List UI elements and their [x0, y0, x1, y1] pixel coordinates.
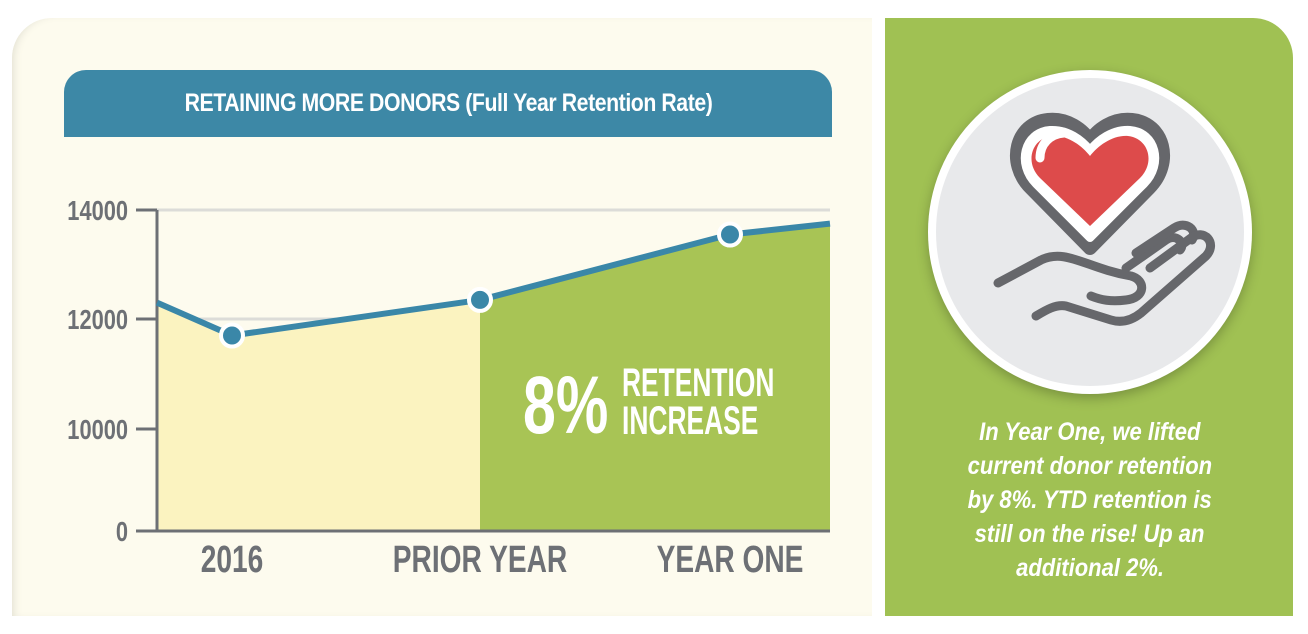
data-point: [467, 286, 493, 313]
area-fill-before: [157, 299, 480, 531]
caption-line: current donor retention: [967, 452, 1213, 480]
line-area-chart: 0 10000 12000 14000 2016 PRIOR YEAR YEAR ONE 8…: [67, 195, 831, 581]
heart-in-hand-icon: [993, 112, 1216, 326]
icon-badge: [928, 70, 1252, 394]
y-tick-label: 14000: [67, 195, 128, 226]
y-tick-label: 0: [116, 516, 128, 547]
annotation-percent: 8%: [523, 360, 608, 452]
caption-line: In Year One, we lifted: [979, 418, 1201, 446]
x-tick-label: 2016: [201, 539, 264, 581]
caption-line: additional 2%.: [1016, 554, 1164, 582]
y-tick-label: 10000: [67, 414, 128, 445]
annotation-line2: INCREASE: [622, 399, 758, 444]
annotation-line1: RETENTION: [622, 361, 774, 406]
annotation: 8% RETENTION INCREASE: [523, 360, 774, 452]
y-tick-label: 12000: [67, 304, 128, 335]
chart-title-banner: RETAINING MORE DONORS (Full Year Retenti…: [64, 70, 832, 137]
data-point: [717, 221, 743, 248]
side-caption: In Year One, we lifted current donor ret…: [905, 415, 1275, 585]
area-fill-after: [480, 223, 830, 531]
caption-line: still on the rise! Up an: [975, 520, 1205, 548]
x-tick-label: PRIOR YEAR: [393, 539, 567, 581]
x-tick-label: YEAR ONE: [657, 539, 804, 581]
caption-line: by 8%. YTD retention is: [967, 486, 1213, 514]
chart-title: RETAINING MORE DONORS (Full Year Retenti…: [184, 89, 712, 117]
data-point: [219, 322, 245, 349]
